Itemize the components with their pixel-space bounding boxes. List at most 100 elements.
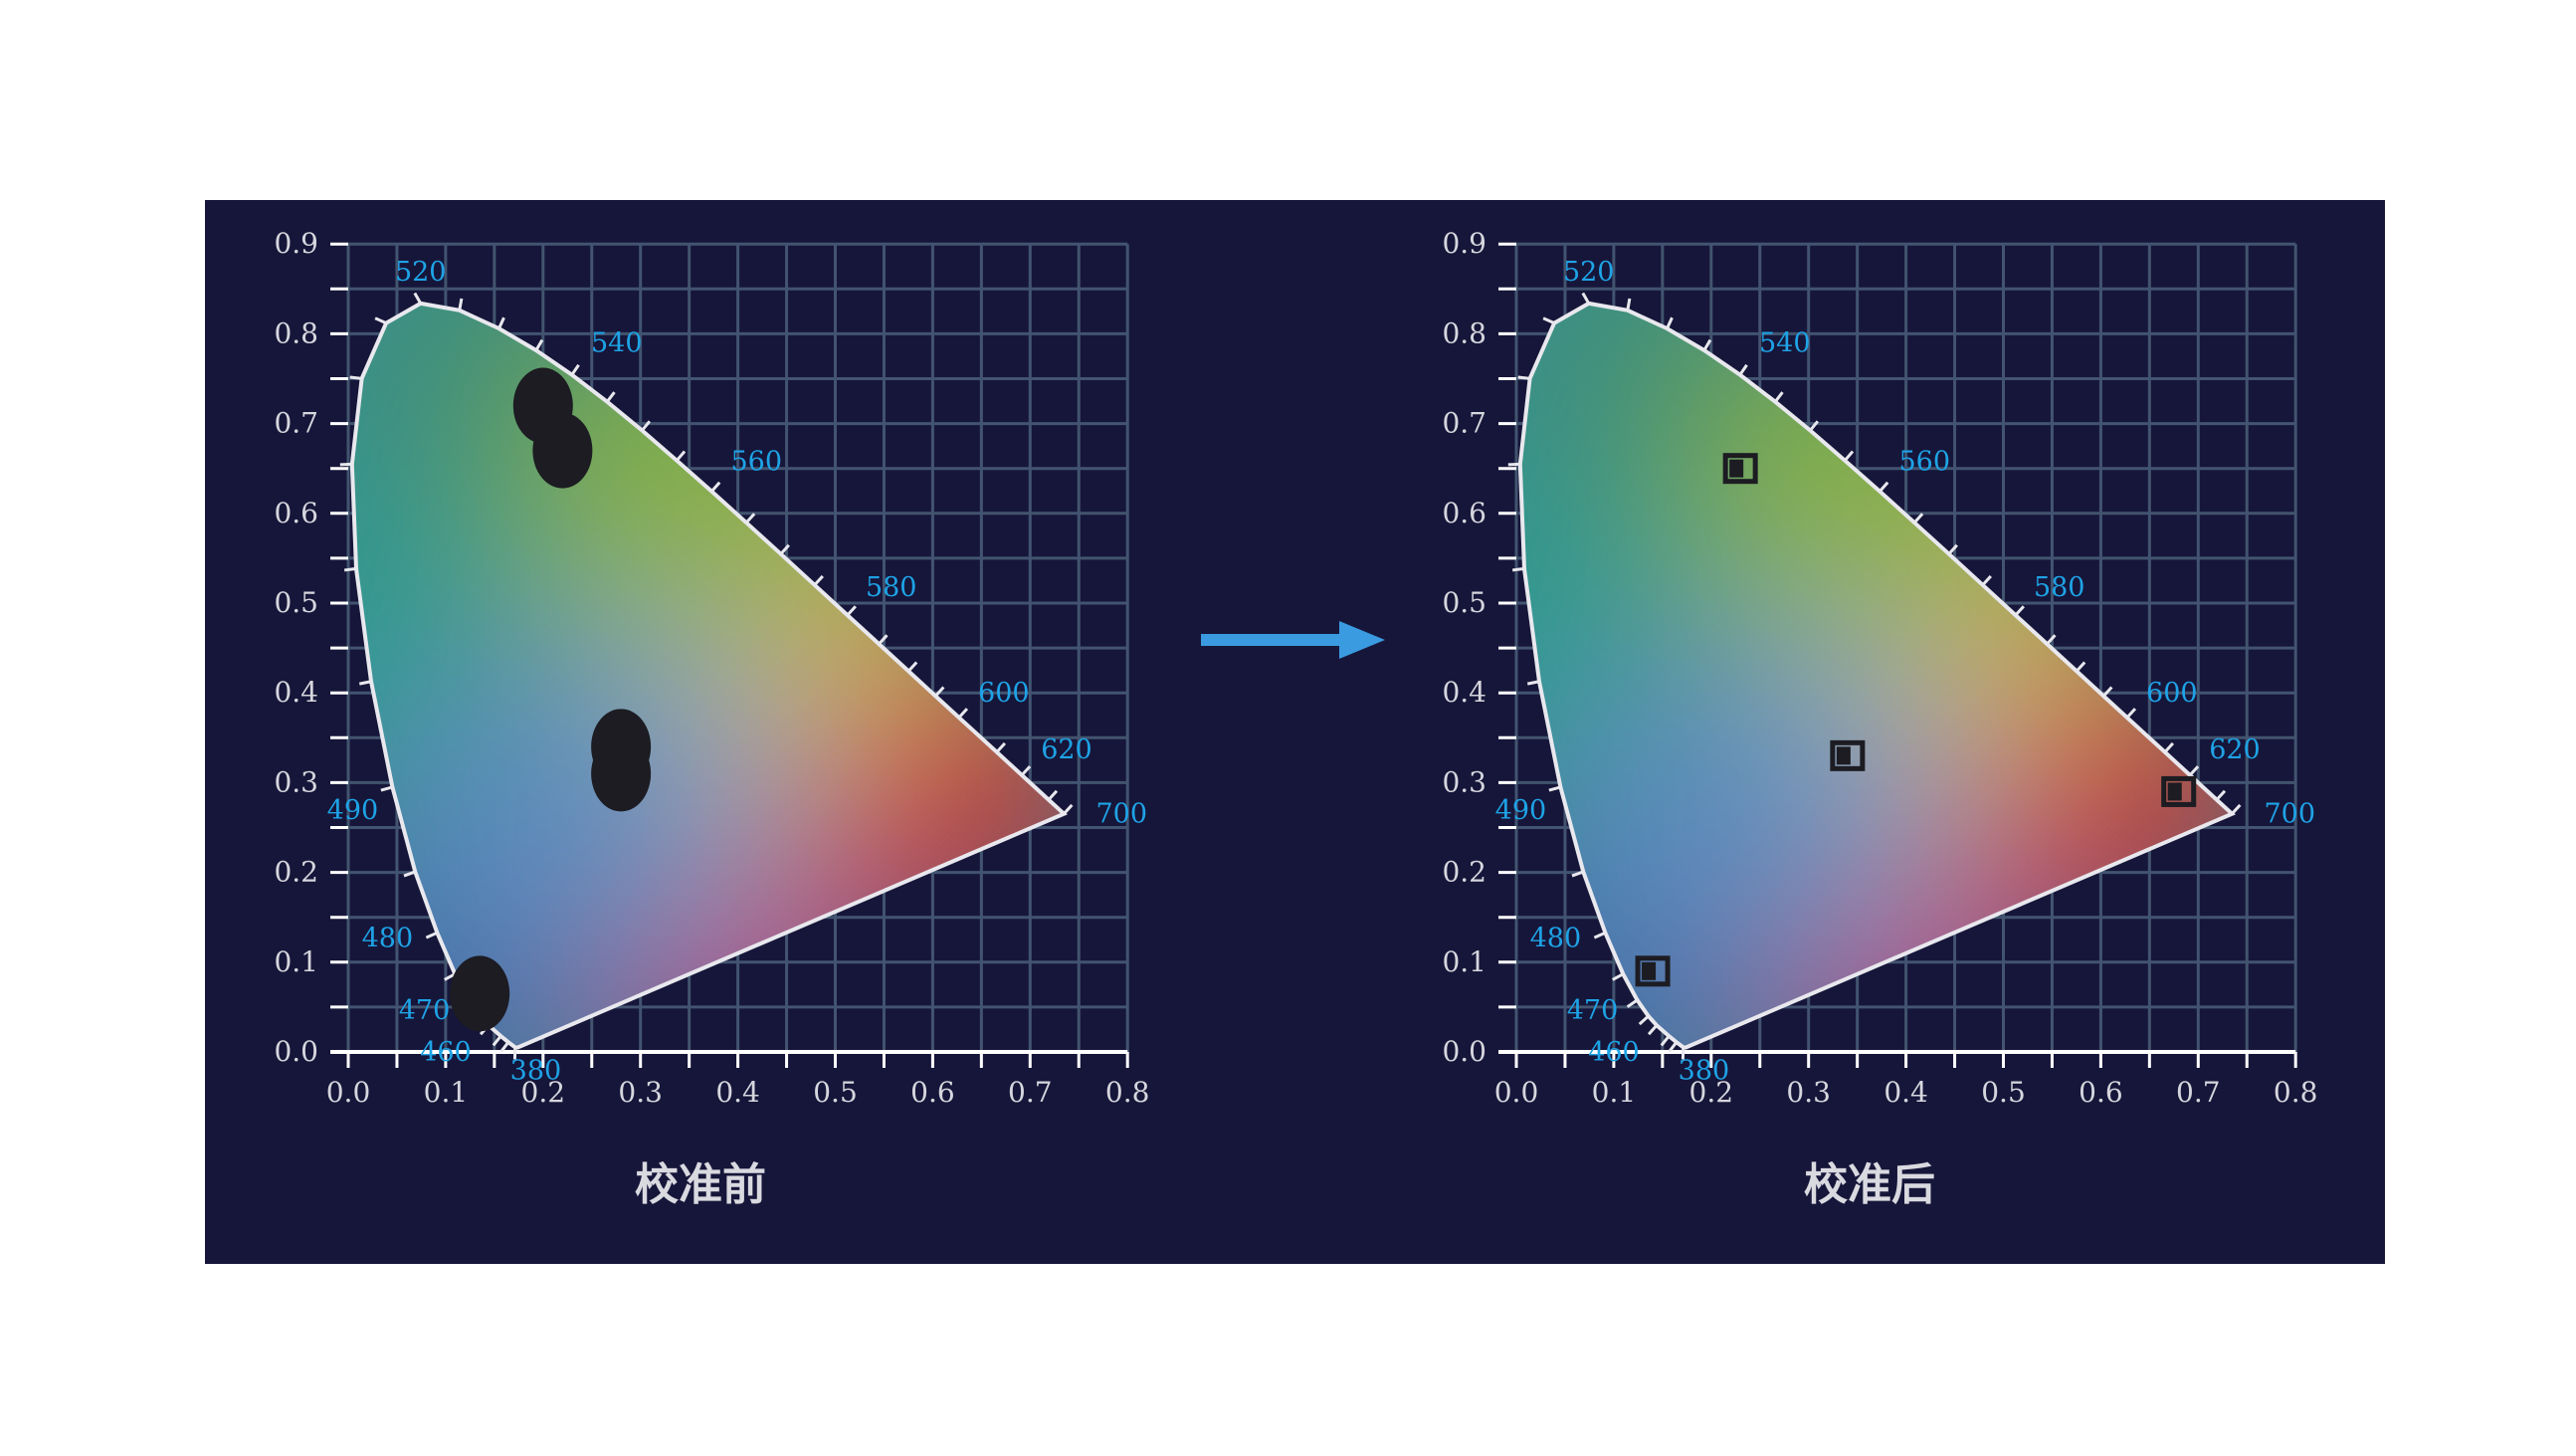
wavelength-label: 560 xyxy=(1898,447,1950,478)
measurement-point xyxy=(1642,961,1657,980)
locus-tick xyxy=(374,316,387,324)
measurement-square-marker xyxy=(1722,453,1758,485)
locus-tick xyxy=(1511,566,1525,572)
y-tick-label: 0.7 xyxy=(274,407,318,440)
measurement-cluster xyxy=(591,735,652,812)
y-tick-label: 0.6 xyxy=(1442,497,1486,529)
locus-tick xyxy=(934,686,945,698)
locus-tick xyxy=(676,450,687,462)
locus-tick xyxy=(380,785,393,792)
wavelength-label: 480 xyxy=(1530,923,1582,953)
y-tick-label: 0.1 xyxy=(1442,945,1486,978)
locus-tick xyxy=(444,972,457,981)
wavelength-label: 520 xyxy=(1563,257,1615,288)
y-tick-label: 0.9 xyxy=(274,227,318,260)
locus-tick xyxy=(358,680,372,686)
locus-tick xyxy=(606,391,616,403)
x-tick-label: 0.8 xyxy=(2274,1076,2318,1109)
locus-tick xyxy=(570,363,580,376)
locus-tick xyxy=(1517,375,1530,380)
locus-tick xyxy=(2102,686,2113,698)
locus-tick xyxy=(1668,1041,1679,1053)
locus-tick xyxy=(1581,292,1591,305)
locus-tick xyxy=(1593,931,1606,939)
x-tick-label: 0.1 xyxy=(424,1076,469,1109)
wavelength-label: 520 xyxy=(395,257,447,288)
y-tick-label: 0.8 xyxy=(274,316,318,349)
y-tick-label: 0.3 xyxy=(274,765,318,798)
wavelength-label: 580 xyxy=(2034,572,2085,603)
locus-tick xyxy=(1666,316,1674,329)
wavelength-label: 540 xyxy=(591,328,643,359)
locus-tick xyxy=(1738,363,1748,376)
locus-tick xyxy=(1947,543,1958,555)
wavelength-label: 490 xyxy=(1495,795,1547,826)
locus-tick xyxy=(2014,605,2025,617)
x-tick-label: 0.3 xyxy=(618,1076,663,1109)
x-tick-label: 0.0 xyxy=(1494,1076,1539,1109)
right-arrow-icon xyxy=(1201,621,1385,659)
measurement-point xyxy=(1729,459,1744,478)
locus-tick xyxy=(2125,708,2137,720)
wavelength-label: 540 xyxy=(1759,328,1811,359)
measurement-point xyxy=(1836,746,1851,765)
y-tick-label: 0.8 xyxy=(1442,316,1486,349)
x-tick-label: 0.3 xyxy=(1786,1076,1831,1109)
y-tick-label: 0.7 xyxy=(1442,407,1486,440)
measurement-square-marker xyxy=(1635,955,1671,987)
locus-tick xyxy=(1548,785,1561,792)
locus-tick xyxy=(458,298,464,312)
y-tick-label: 0.1 xyxy=(274,945,318,978)
locus-tick xyxy=(1047,789,1059,801)
x-tick-label: 0.8 xyxy=(1105,1076,1150,1109)
y-tick-label: 0.5 xyxy=(1442,586,1486,619)
wavelength-label: 700 xyxy=(1095,799,1147,830)
locus-tick xyxy=(1638,1014,1650,1026)
locus-tick xyxy=(641,420,652,432)
measurement-cluster xyxy=(532,412,593,489)
x-tick-label: 0.5 xyxy=(813,1076,858,1109)
wavelength-label: 480 xyxy=(362,923,414,953)
x-tick-label: 0.1 xyxy=(1592,1076,1637,1109)
locus-tick xyxy=(995,741,1007,753)
locus-tick xyxy=(1647,1024,1659,1036)
locus-tick xyxy=(1526,680,1540,686)
locus-tick xyxy=(907,661,918,673)
y-tick-label: 0.4 xyxy=(274,676,318,709)
chart-title-after: 校准后 xyxy=(1804,1159,1935,1210)
locus-tick xyxy=(499,1041,510,1053)
locus-tick xyxy=(2163,741,2175,753)
locus-tick xyxy=(1626,298,1632,312)
x-tick-label: 0.7 xyxy=(1008,1076,1053,1109)
y-tick-label: 0.2 xyxy=(1442,856,1486,889)
locus-tick xyxy=(492,1035,502,1047)
locus-tick xyxy=(1612,972,1625,981)
wavelength-label: 600 xyxy=(978,678,1030,709)
chart-before-calibration: 0.0 0.1 0.2 0.3 0.4 0.5 0.6 0.7 0.8 0.0 0.1 0.2 0.3 0… xyxy=(274,227,1150,1109)
wavelength-label: 380 xyxy=(510,1055,562,1086)
locus-tick xyxy=(1702,338,1712,351)
locus-tick xyxy=(878,634,889,646)
locus-tick xyxy=(1809,420,1820,432)
y-tick-label: 0.5 xyxy=(274,586,318,619)
locus-tick xyxy=(1660,1035,1671,1047)
y-tick-label: 0.2 xyxy=(274,856,318,889)
locus-tick xyxy=(2076,661,2086,673)
locus-tick xyxy=(1063,803,1074,815)
wavelength-label: 600 xyxy=(2146,678,2198,709)
x-tick-label: 0.2 xyxy=(1689,1076,1734,1109)
y-tick-label: 0.9 xyxy=(1442,227,1486,260)
measurement-square-marker xyxy=(1830,739,1866,771)
wavelength-label: 470 xyxy=(1567,995,1619,1026)
gamut-color-blob xyxy=(1541,658,1881,997)
locus-tick xyxy=(2188,765,2200,776)
x-tick-label: 0.4 xyxy=(715,1076,760,1109)
locus-tick xyxy=(710,481,721,493)
x-tick-label: 0.2 xyxy=(521,1076,566,1109)
locus-tick xyxy=(1981,574,1992,586)
locus-tick xyxy=(846,605,857,617)
measurement-square-marker xyxy=(2161,775,2197,807)
y-tick-label: 0.3 xyxy=(1442,765,1486,798)
spectral-locus xyxy=(1517,301,2236,1050)
